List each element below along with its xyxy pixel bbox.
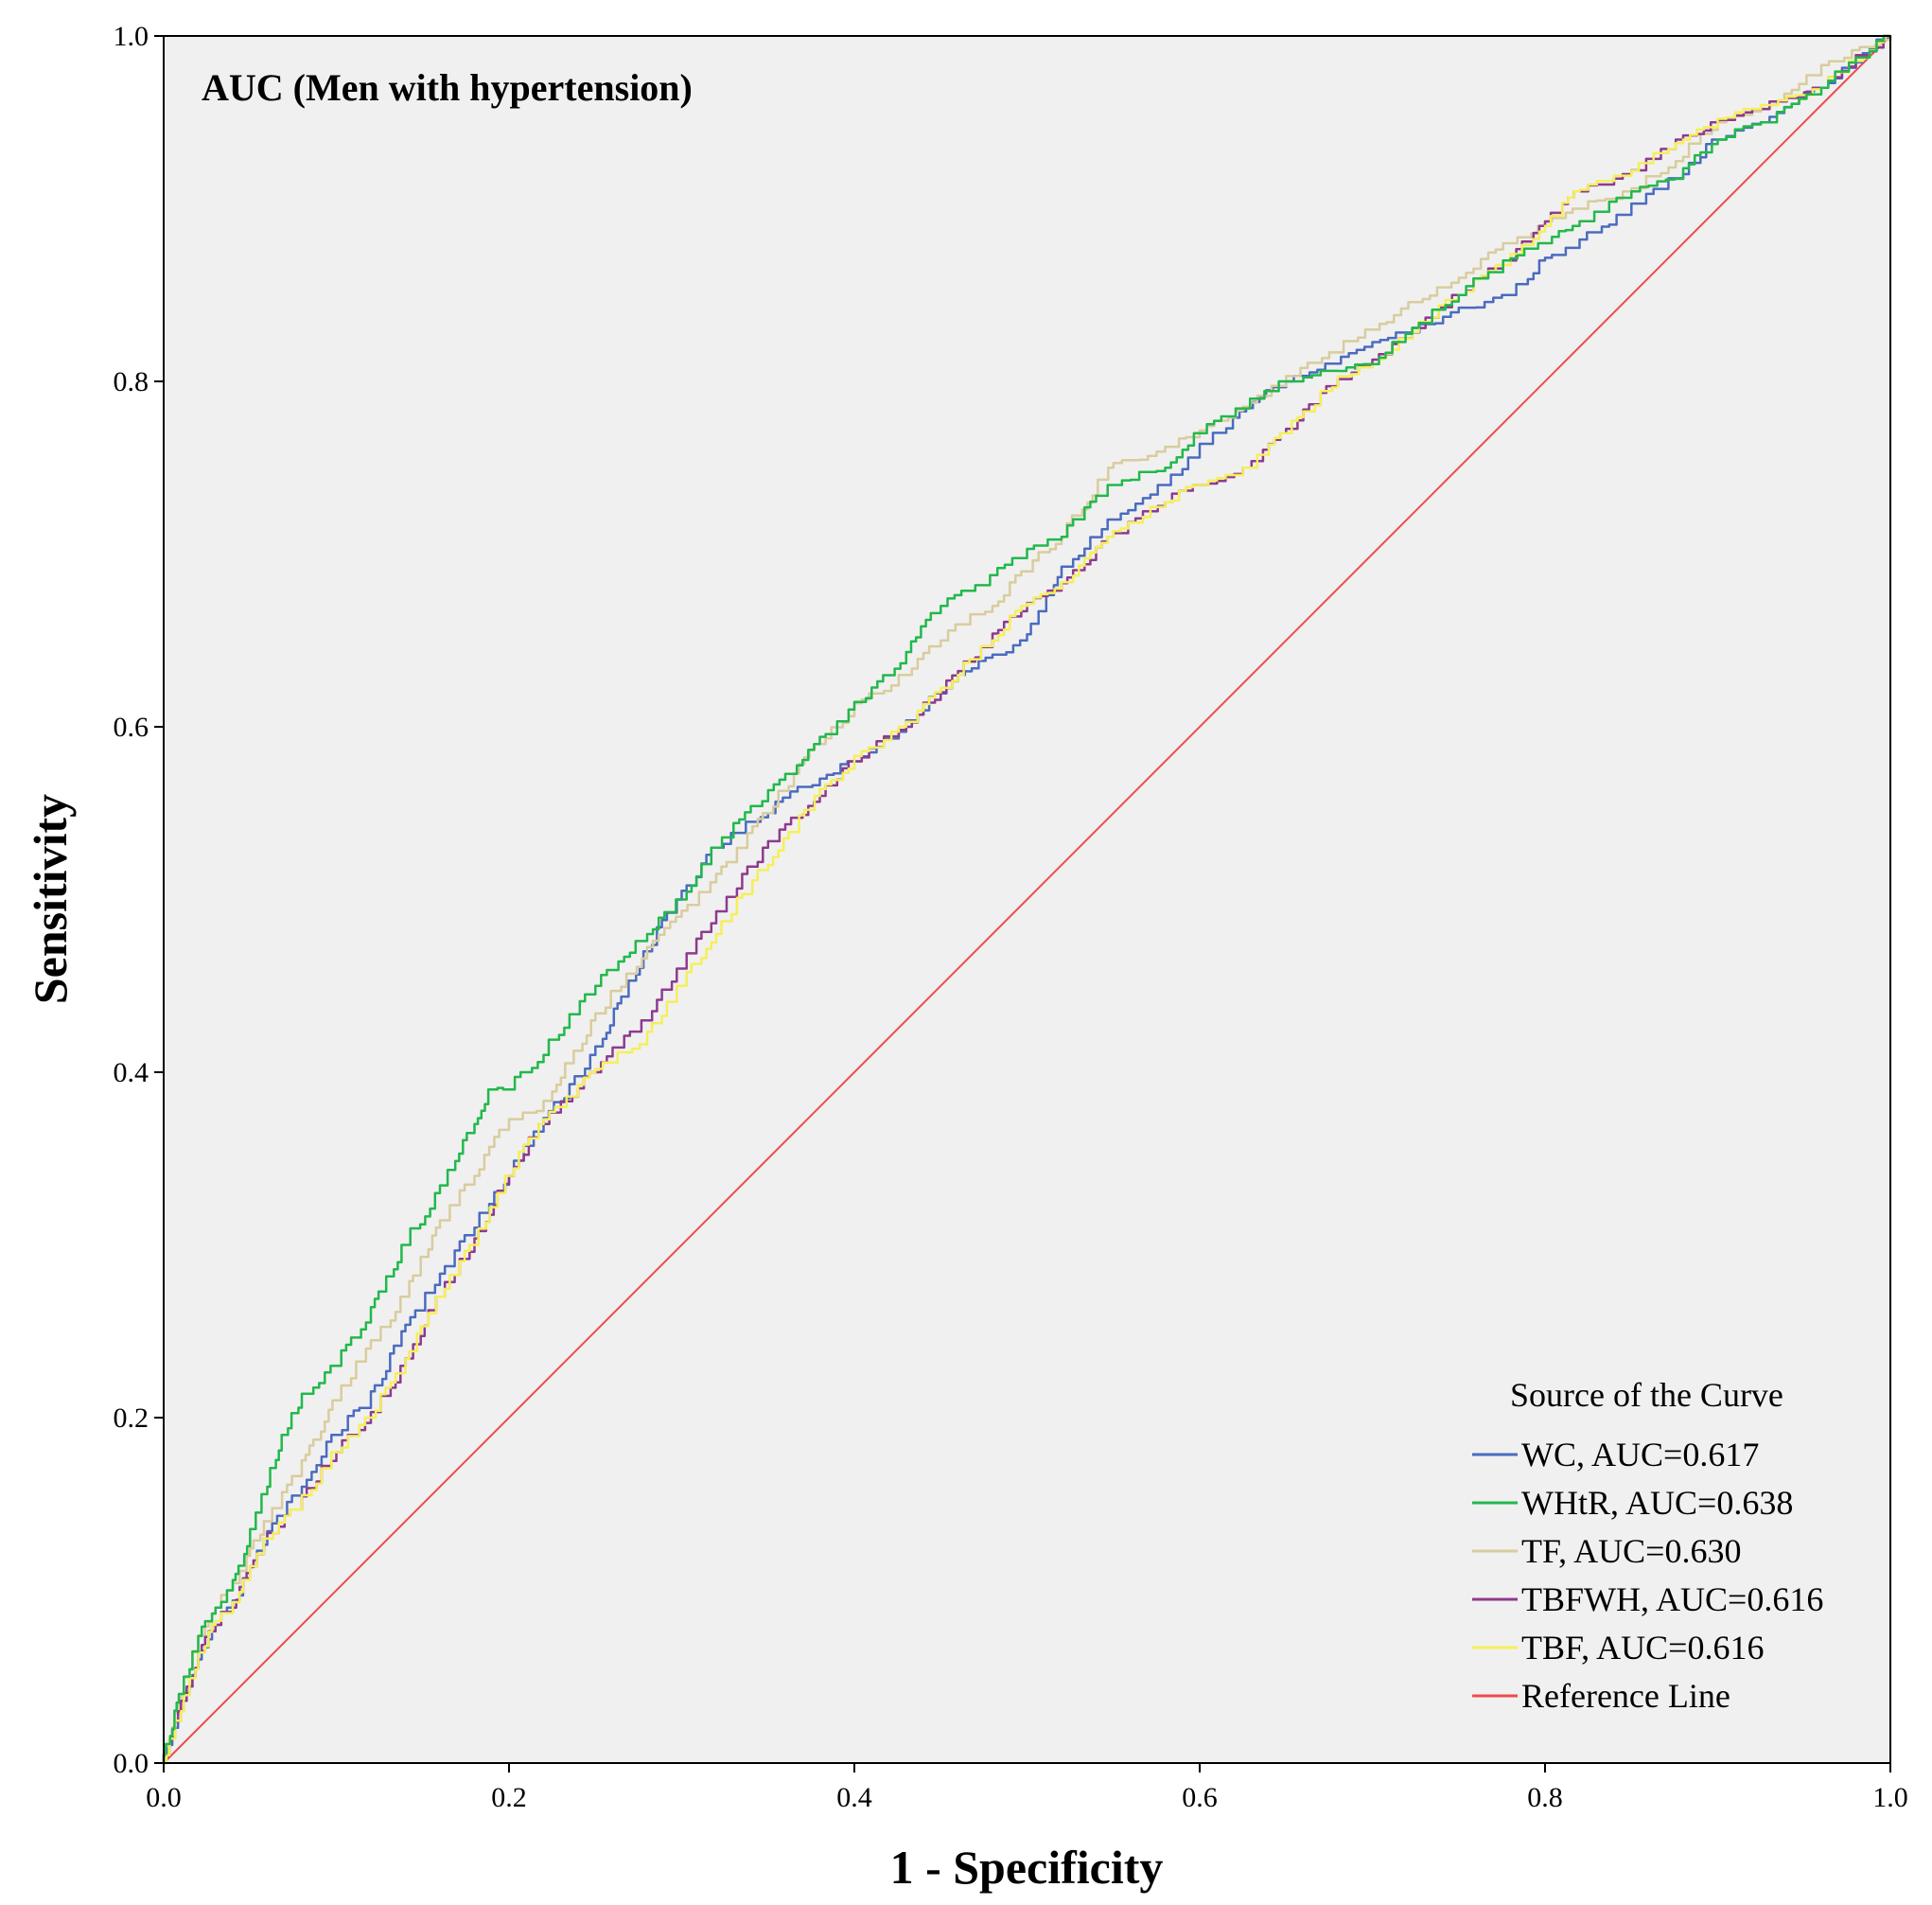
- y-tick-label: 0.8: [114, 366, 149, 397]
- x-tick-label: 0.2: [491, 1782, 527, 1813]
- series-line-4: [164, 34, 1890, 1765]
- series-layer: [162, 34, 1892, 1765]
- legend-items: WC, AUC=0.617 WHtR, AUC=0.638 TF, AUC=0.63…: [1472, 1436, 1823, 1715]
- x-tick-label: 0.4: [836, 1782, 872, 1813]
- y-tick-label: 0.6: [114, 712, 149, 743]
- x-axis-title: 1 - Specificity: [890, 1841, 1164, 1894]
- x-tick-label: 0.6: [1182, 1782, 1218, 1813]
- series-line-1: [162, 34, 1890, 1763]
- legend-label-3: TBFWH, AUC=0.616: [1521, 1580, 1823, 1618]
- y-tick-label: 0.4: [114, 1057, 149, 1088]
- tick-layer: 0.0 0.2 0.4 0.6 0.8 1.0 0.0 0.2 0.4 0.6 0.8 1.0: [114, 21, 1908, 1813]
- y-axis-title: Sensitivity: [24, 794, 77, 1004]
- plot-frame: [163, 35, 1891, 1764]
- series-line-5: [163, 35, 1891, 1764]
- legend: Source of the Curve WC, AUC=0.617 WHtR, A…: [1472, 1376, 1823, 1715]
- legend-label-2: TF, AUC=0.630: [1521, 1532, 1741, 1570]
- legend-label-0: WC, AUC=0.617: [1521, 1436, 1759, 1473]
- chart-title: AUC (Men with hypertension): [202, 66, 693, 109]
- x-tick-label: 0.8: [1527, 1782, 1563, 1813]
- x-tick-label: 0.0: [146, 1782, 182, 1813]
- y-tick-label: 1.0: [114, 21, 149, 52]
- series-line-2: [164, 36, 1892, 1765]
- legend-label-1: WHtR, AUC=0.638: [1521, 1484, 1793, 1522]
- y-tick-label: 0.2: [114, 1402, 149, 1434]
- legend-label-5: Reference Line: [1521, 1677, 1730, 1715]
- y-tick-label: 0.0: [114, 1748, 149, 1779]
- legend-label-4: TBF, AUC=0.616: [1521, 1629, 1764, 1667]
- legend-title: Source of the Curve: [1510, 1376, 1783, 1414]
- series-line-3: [162, 34, 1890, 1763]
- x-tick-label: 1.0: [1872, 1782, 1908, 1813]
